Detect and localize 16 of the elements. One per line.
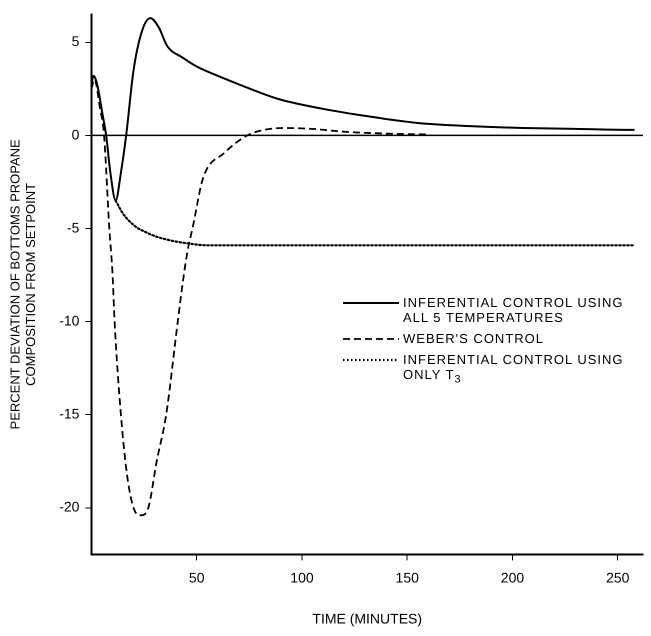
y-tick-label: -20 — [59, 498, 80, 515]
y-tick-label: 0 — [72, 126, 80, 142]
legend-label: WEBER'S CONTROL — [403, 331, 545, 346]
legend-label: INFERENTIAL CONTROL USING ONLY T$_{3}$ — [403, 352, 625, 388]
legend-label: INFERENTIAL CONTROL USING ALL 5 TEMPERATURES — [403, 295, 625, 326]
x-tick-label: 150 — [396, 570, 420, 586]
y-tick-label: 5 — [72, 33, 80, 50]
x-tick-label: 200 — [500, 570, 524, 586]
x-tick-label: 50 — [188, 570, 205, 586]
x-axis-title: TIME (MINUTES) — [312, 610, 422, 626]
y-axis-title: PERCENT DEVIATION OF BOTTOMS PROPANE COMPOSITION FROM SETPOINT — [7, 139, 38, 430]
y-tick-label: -15 — [59, 406, 80, 422]
x-tick-label: 100 — [290, 570, 314, 586]
x-tick-label: 250 — [606, 570, 630, 586]
y-tick-label: -5 — [66, 219, 80, 236]
y-tick-label: -10 — [59, 312, 80, 328]
